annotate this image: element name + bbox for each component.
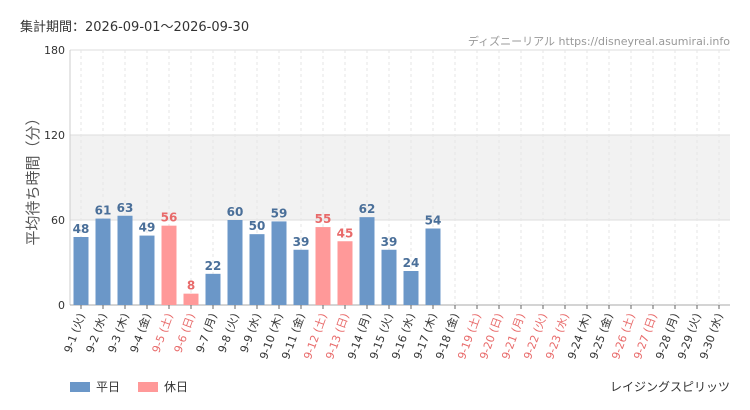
period-label: 集計期間：2026-09-01〜2026-09-30 bbox=[20, 20, 250, 35]
bar bbox=[95, 218, 111, 305]
legend-label-weekday: 平日 bbox=[96, 380, 121, 394]
grid bbox=[69, 49, 730, 306]
bar-value-label: 39 bbox=[293, 235, 310, 249]
legend-item-holiday: 休日 bbox=[138, 378, 188, 395]
attraction-name: レイジングスピリッツ bbox=[609, 380, 730, 394]
bar bbox=[227, 220, 243, 305]
bar bbox=[139, 235, 155, 305]
bar bbox=[161, 225, 177, 305]
y-tick-label: 0 bbox=[58, 299, 65, 312]
bar bbox=[249, 234, 265, 305]
y-ticks: 0 60 120 180 bbox=[44, 44, 65, 312]
bar bbox=[337, 241, 353, 305]
legend-item-weekday: 平日 bbox=[70, 378, 120, 395]
bar-value-label: 50 bbox=[249, 219, 266, 233]
bar-value-label: 24 bbox=[403, 256, 420, 270]
bar-value-label: 54 bbox=[425, 214, 442, 228]
y-tick-label: 60 bbox=[51, 214, 65, 227]
bar-value-label: 8 bbox=[187, 279, 195, 293]
x-ticks: 9-1 (火)9-2 (水)9-3 (木)9-4 (金)9-5 (土)9-6 (… bbox=[62, 305, 726, 361]
bar bbox=[425, 228, 441, 305]
bar-value-label: 62 bbox=[359, 202, 376, 216]
bar-value-label: 22 bbox=[205, 259, 222, 273]
bar bbox=[359, 217, 375, 305]
bar bbox=[381, 249, 397, 305]
legend-swatch-holiday bbox=[138, 381, 159, 392]
bar-value-label: 59 bbox=[271, 206, 288, 220]
bars: 48 61 63 49 56 8 22 60 50 59 39 55 45 62 39 24 54 bbox=[73, 201, 442, 305]
bar bbox=[271, 221, 287, 305]
bar bbox=[403, 271, 419, 305]
bar-value-label: 63 bbox=[117, 201, 134, 215]
y-axis-label: 平均待ち時間（分） bbox=[24, 110, 42, 245]
y-band-60-120 bbox=[70, 135, 730, 220]
legend-swatch-weekday bbox=[70, 381, 90, 392]
bar-value-label: 61 bbox=[95, 204, 112, 218]
bar bbox=[183, 293, 199, 305]
legend: 平日 休日 bbox=[70, 378, 206, 395]
bar bbox=[117, 215, 133, 305]
legend-label-holiday: 休日 bbox=[164, 380, 189, 394]
bar bbox=[315, 227, 331, 305]
bar-value-label: 49 bbox=[139, 221, 156, 235]
y-tick-label: 180 bbox=[44, 44, 65, 57]
bar-value-label: 39 bbox=[381, 235, 398, 249]
bar-value-label: 48 bbox=[73, 222, 90, 236]
bar-value-label: 55 bbox=[315, 212, 332, 226]
bar bbox=[293, 249, 309, 305]
credit-label: ディズニーリアル https://disneyreal.asumirai.inf… bbox=[467, 35, 730, 48]
y-tick-label: 120 bbox=[44, 129, 65, 142]
bar-value-label: 56 bbox=[161, 211, 178, 225]
bar bbox=[73, 237, 89, 305]
bar bbox=[205, 273, 221, 305]
bar-value-label: 45 bbox=[337, 226, 354, 240]
bar-value-label: 60 bbox=[227, 205, 244, 219]
